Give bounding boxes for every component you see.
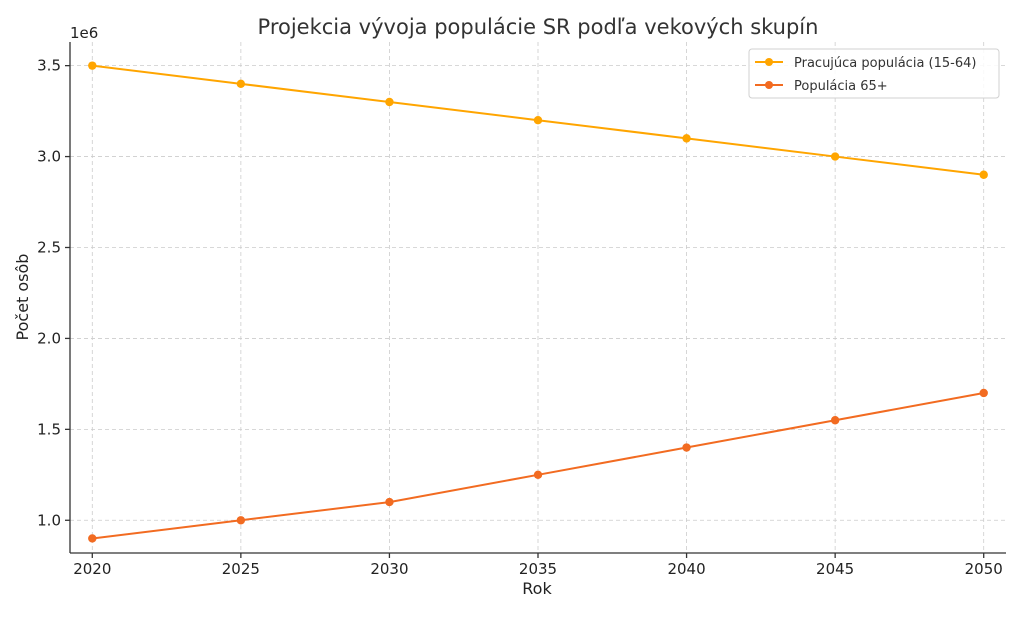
- y-tick-label: 3.0: [37, 148, 61, 166]
- legend-marker: [765, 81, 773, 89]
- data-point: [385, 497, 394, 507]
- data-point: [385, 97, 394, 107]
- x-tick-label: 2045: [816, 560, 854, 578]
- series: [88, 61, 988, 543]
- data-point: [830, 416, 840, 425]
- legend-box: [748, 48, 1000, 99]
- legend-label: Pracujúca populácia (15-64): [794, 56, 976, 71]
- data-point: [979, 388, 988, 398]
- legend-label: Populácia 65+: [794, 79, 888, 94]
- x-tick-label: 2040: [667, 560, 705, 578]
- x-tick-label: 2035: [519, 560, 557, 578]
- data-point: [88, 534, 97, 543]
- data-point: [88, 61, 97, 70]
- legend: Pracujúca populácia (15-64) Populácia 65+: [748, 48, 1000, 99]
- y-axis-label: Počet osôb: [13, 254, 32, 341]
- y-tick-label: 1.5: [37, 420, 61, 438]
- x-tick-label: 2030: [370, 560, 408, 578]
- x-tick-label: 2050: [965, 560, 1003, 578]
- legend-marker: [765, 58, 773, 66]
- y-tick-label: 2.0: [37, 329, 61, 347]
- y-offset-label: 1e6: [70, 24, 98, 42]
- data-point: [533, 115, 543, 125]
- data-point: [236, 79, 246, 89]
- data-point: [979, 170, 988, 179]
- data-point: [533, 470, 543, 480]
- y-tick-label: 3.5: [37, 57, 61, 75]
- data-point: [830, 152, 840, 161]
- data-point: [236, 516, 246, 525]
- y-tick-label: 1.0: [37, 511, 61, 529]
- x-tick-label: 2020: [73, 560, 111, 578]
- chart-title: Projekcia vývoja populácie SR podľa veko…: [258, 15, 819, 39]
- data-point: [682, 443, 691, 452]
- x-tick-label: 2025: [222, 560, 260, 578]
- y-tick-label: 2.5: [37, 238, 61, 256]
- tick-labels: 2020 2025 2030 2035 2040 2045 2050 1.0 1.5 2.0 2.5…: [37, 57, 1003, 578]
- data-point: [682, 134, 691, 143]
- x-axis-label: Rok: [522, 579, 552, 598]
